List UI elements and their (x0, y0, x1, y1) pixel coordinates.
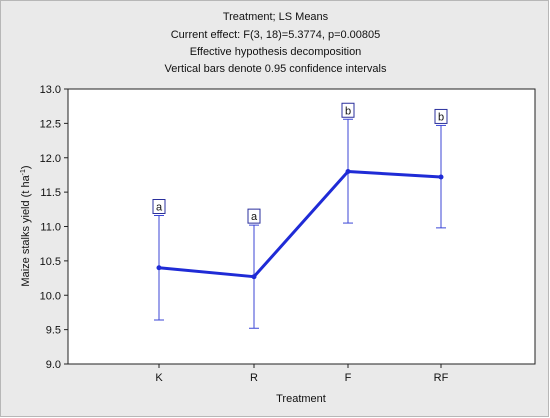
mean-point-f (345, 169, 351, 174)
group-letter-rf: b (434, 108, 448, 124)
mean-point-r (251, 274, 257, 280)
x-axis-label: Treatment (276, 393, 326, 405)
x-tick-label: K (155, 372, 163, 384)
y-tick-label: 12.0 (40, 153, 61, 165)
y-tick-label: 10.0 (40, 290, 61, 302)
y-tick-label: 10.5 (40, 256, 61, 268)
group-letter-box (247, 208, 261, 224)
plot-area (67, 88, 536, 365)
y-tick-label: 11.0 (40, 222, 61, 234)
mean-series (156, 169, 444, 280)
chart-subtitle-decomposition: Effective hypothesis decomposition (189, 46, 362, 58)
y-axis-label-main: Maize stalks yield (t ha (20, 174, 32, 286)
mean-point-k (156, 265, 162, 271)
group-letter-text: b (345, 105, 351, 117)
y-axis: 9.0 9.5 10.0 10.5 11.0 11.5 12.0 12.5 13.0 (40, 84, 68, 371)
group-letter-f: b (341, 102, 355, 118)
group-letter-text: a (156, 202, 163, 214)
y-axis-label-suffix: ) (20, 165, 32, 169)
y-tick-label: 9.5 (46, 325, 61, 337)
chart-subtitle-ci-note: Vertical bars denote 0.95 confidence int… (164, 63, 387, 75)
group-letter-box (341, 102, 355, 118)
group-letter-text: b (438, 111, 444, 123)
mean-line (158, 170, 442, 279)
y-axis-label: Maize stalks yield (t ha-1) (20, 165, 32, 286)
group-letter-k: a (152, 199, 166, 214)
y-tick-label: 9.0 (46, 359, 61, 371)
x-tick-label: F (345, 372, 352, 384)
group-letters: a a b b (152, 102, 448, 224)
y-tick-label: 13.0 (40, 84, 61, 96)
group-letter-text: a (251, 211, 258, 223)
group-letter-box (434, 108, 448, 124)
x-tick-label: R (250, 372, 258, 384)
x-tick-label: RF (434, 372, 449, 384)
group-letter-r: a (247, 208, 261, 224)
x-axis: K R F RF (155, 364, 449, 384)
chart-subtitle-effect: Current effect: F(3, 18)=5.3774, p=0.008… (170, 29, 381, 41)
group-letter-box (152, 199, 166, 214)
y-tick-label: 12.5 (40, 118, 61, 130)
chart-title: Treatment; LS Means (222, 11, 329, 23)
y-axis-label-superscript: -1 (20, 169, 27, 175)
mean-point-rf (438, 174, 444, 180)
y-tick-label: 11.5 (40, 187, 61, 199)
